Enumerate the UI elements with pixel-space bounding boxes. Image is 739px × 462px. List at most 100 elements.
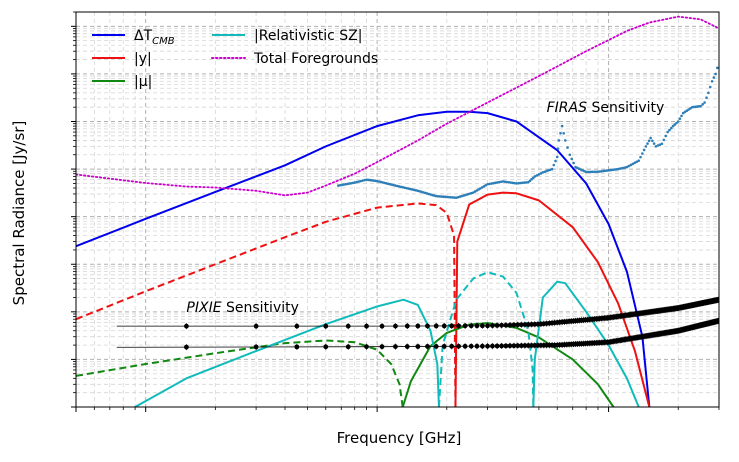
firas-point	[525, 181, 528, 184]
firas-point	[715, 66, 719, 70]
firas-point	[363, 178, 366, 182]
pixie-point	[503, 322, 509, 328]
pixie-point	[364, 323, 369, 329]
pixie-point	[507, 322, 513, 328]
pixie-point	[468, 323, 474, 329]
pixie-point	[253, 323, 259, 329]
firas-point	[554, 159, 557, 163]
y-axis-ticks	[71, 11, 76, 408]
firas-point	[669, 126, 673, 130]
plot-frame	[75, 11, 720, 408]
firas-point	[353, 181, 356, 184]
pixie-point	[456, 343, 462, 349]
firas-point	[590, 170, 594, 174]
pixie-point	[404, 323, 410, 329]
pixie-point	[518, 322, 524, 328]
firas-point	[535, 174, 539, 177]
firas-point	[710, 79, 714, 83]
firas-point	[586, 170, 590, 174]
series-line	[437, 271, 535, 407]
firas-point	[649, 136, 652, 140]
pixie-point	[511, 322, 517, 328]
series-line	[76, 202, 457, 407]
firas-point	[707, 91, 710, 95]
annotation-suffix: Sensitivity	[587, 100, 664, 116]
pixie-sensitivity	[116, 296, 719, 351]
firas-point	[490, 182, 493, 185]
firas-point	[680, 114, 683, 118]
firas-point	[519, 181, 522, 185]
firas-point	[594, 170, 598, 174]
firas-point	[675, 121, 678, 125]
legend-label: |Relativistic SZ|	[254, 28, 362, 44]
series-line	[76, 339, 404, 407]
firas-point	[666, 130, 669, 134]
firas-point	[701, 103, 704, 106]
firas-point	[509, 181, 513, 184]
pixie-point	[499, 343, 504, 349]
firas-point	[668, 128, 671, 132]
firas-point	[703, 101, 706, 104]
firas-point	[550, 167, 554, 171]
pixie-point	[425, 344, 430, 349]
firas-sensitivity	[337, 66, 719, 200]
firas-point	[486, 182, 489, 186]
pixie-point	[490, 343, 495, 349]
firas-point	[678, 117, 682, 121]
firas-point	[652, 142, 656, 145]
pixie-point	[456, 323, 462, 329]
firas-point	[637, 159, 641, 162]
firas-point	[511, 181, 514, 185]
firas-point	[563, 139, 567, 142]
firas-point	[501, 180, 505, 183]
pixie-point	[511, 343, 517, 349]
pixie-point	[468, 343, 474, 349]
pixie-point	[441, 323, 447, 329]
firas-point	[658, 143, 662, 146]
firas-point	[555, 155, 559, 159]
pixie-point	[415, 344, 421, 349]
firas-point	[493, 181, 497, 185]
firas-point	[671, 124, 675, 128]
firas-point	[566, 146, 569, 149]
pixie-point	[462, 343, 468, 349]
pixie-point	[518, 343, 524, 349]
pixie-point	[184, 344, 189, 350]
firas-point	[515, 182, 518, 185]
pixie-point	[345, 344, 351, 350]
firas-point	[568, 153, 572, 157]
pixie-point	[490, 323, 495, 328]
firas-point	[705, 96, 708, 100]
firas-point	[560, 124, 564, 128]
firas-point	[513, 181, 516, 185]
firas-point	[607, 169, 610, 172]
firas-point	[662, 138, 666, 142]
firas-point	[562, 131, 565, 135]
firas-point	[557, 139, 561, 142]
firas-point	[712, 76, 716, 79]
firas-point	[570, 157, 574, 161]
firas-point	[559, 131, 562, 135]
pixie-point	[393, 323, 398, 329]
pixie-point	[323, 323, 329, 329]
legend-label-main: |Relativistic SZ|	[254, 28, 362, 44]
pixie-point	[479, 343, 485, 349]
pixie-point	[474, 323, 480, 329]
pixie-point	[449, 323, 455, 329]
pixie-point	[515, 343, 521, 349]
firas-point	[627, 164, 631, 168]
firas-point	[660, 142, 664, 146]
legend-label: |y|	[134, 51, 152, 67]
pixie-point	[393, 344, 398, 350]
firas-point	[521, 181, 524, 185]
firas-point	[495, 181, 499, 184]
pixie-point	[479, 323, 485, 329]
firas-point	[641, 152, 644, 155]
legend-label-subscript: CMB	[152, 36, 175, 47]
annotation-suffix: Sensitivity	[222, 300, 299, 316]
pixie-point	[515, 322, 521, 328]
firas-point	[714, 72, 717, 76]
